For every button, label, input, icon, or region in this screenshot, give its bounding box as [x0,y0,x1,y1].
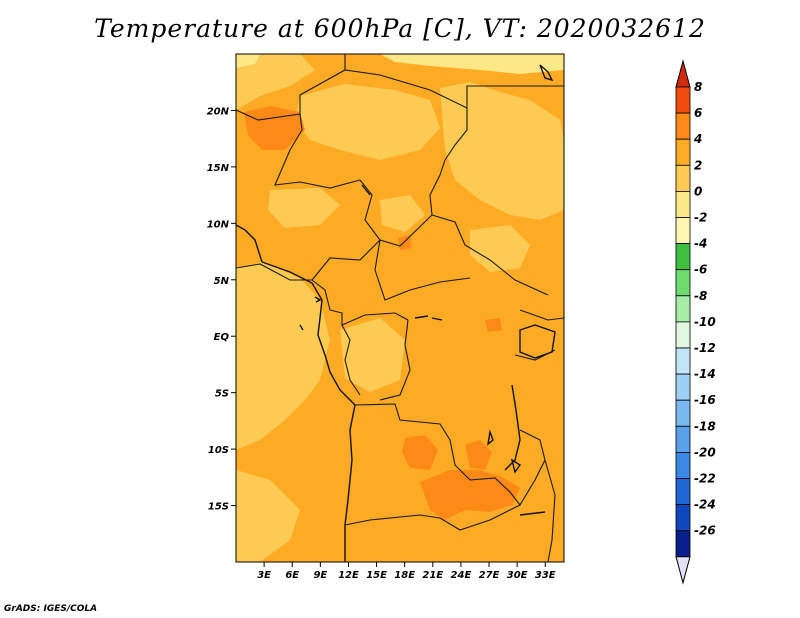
colorbar-segment [675,112,691,140]
colorbar-level-label: -16 [694,393,716,407]
lon-tick-label: 27E [479,570,500,581]
band-4-6-regions [244,106,520,520]
colorbar-segment [675,373,691,401]
colorbar-segment [675,164,691,192]
lat-tick-label: 20N [207,106,230,117]
lat-tick-label: EQ [214,332,230,343]
colorbar-level-label: -2 [694,211,707,225]
lat-tick-label: 10N [207,219,230,230]
map-title: Temperature at 600hPa [C], VT: 202003261… [94,14,706,43]
colorbar-level-label: -6 [694,263,707,277]
lon-tick-label: 18E [394,570,415,581]
lon-tick-label: 3E [257,570,271,581]
colorbar-segment [675,478,691,506]
colorbar-level-label: -20 [694,445,716,459]
colorbar-segment [675,451,691,479]
lat-tick-label: 15S [208,502,229,513]
temperature-field [236,54,564,562]
colorbar-segment [675,425,691,453]
lat-tick-label: 5N [214,276,230,287]
colorbar-segment [675,190,691,218]
colorbar-segment [675,295,691,323]
colorbar-level-label: -26 [694,524,716,538]
band-0-2-regions [236,54,564,562]
colorbar-level-label: 6 [694,106,702,120]
colorbar-level-label: -14 [694,367,716,381]
colorbar-level-label: 0 [694,184,702,198]
colorbar-segment [675,243,691,271]
grads-credit: GrADS: IGES/COLA [4,604,98,614]
lon-tick-label: 6E [285,570,299,581]
colorbar: 8 6 4 2 0 -2 -4 -6 -8 -10 -12 -14 -16 -18 -20 -22 -24 -26 [675,59,716,585]
lon-tick-label: 12E [338,570,359,581]
lon-tick-label: 30E [507,570,528,581]
colorbar-level-label: 8 [694,80,702,94]
colorbar-level-label: -18 [694,419,716,433]
colorbar-level-label: 2 [694,158,702,172]
coastlines [236,64,556,562]
colorbar-segment [675,138,691,166]
lat-tick-label: 15N [207,163,230,174]
colorbar-bottom-arrow [675,556,691,585]
lon-tick-label: 24E [451,570,472,581]
lon-tick-label: 33E [535,570,556,581]
colorbar-level-label: -12 [694,341,716,355]
colorbar-level-label: -10 [694,315,716,329]
colorbar-segment [675,217,691,245]
lon-tick-label: 9E [313,570,327,581]
colorbar-level-label: -4 [694,237,707,251]
lat-tick-label: 5S [215,389,229,400]
colorbar-level-label: -24 [694,498,716,512]
colorbar-segment [675,530,691,558]
colorbar-segment [675,399,691,427]
colorbar-segment [675,347,691,375]
colorbar-segment [675,86,691,114]
colorbar-level-label: -22 [694,472,716,486]
longitude-axis: 3E 6E 9E 12E 15E 18E 21E 24E 27E 30E 33E [257,562,556,581]
lat-tick-label: 10S [208,445,229,456]
colorbar-level-label: -8 [694,289,707,303]
colorbar-segment [675,504,691,532]
lon-tick-label: 21E [422,570,443,581]
latitude-axis: 20N 15N 10N 5N EQ 5S 10S 15S [207,106,236,513]
band-m2-0-regions [236,54,564,74]
colorbar-segment [675,321,691,349]
colorbar-level-label: 4 [693,132,702,146]
colorbar-top-arrow [675,59,691,88]
colorbar-segment [675,269,691,297]
map-frame [235,53,565,563]
lon-tick-label: 15E [366,570,387,581]
